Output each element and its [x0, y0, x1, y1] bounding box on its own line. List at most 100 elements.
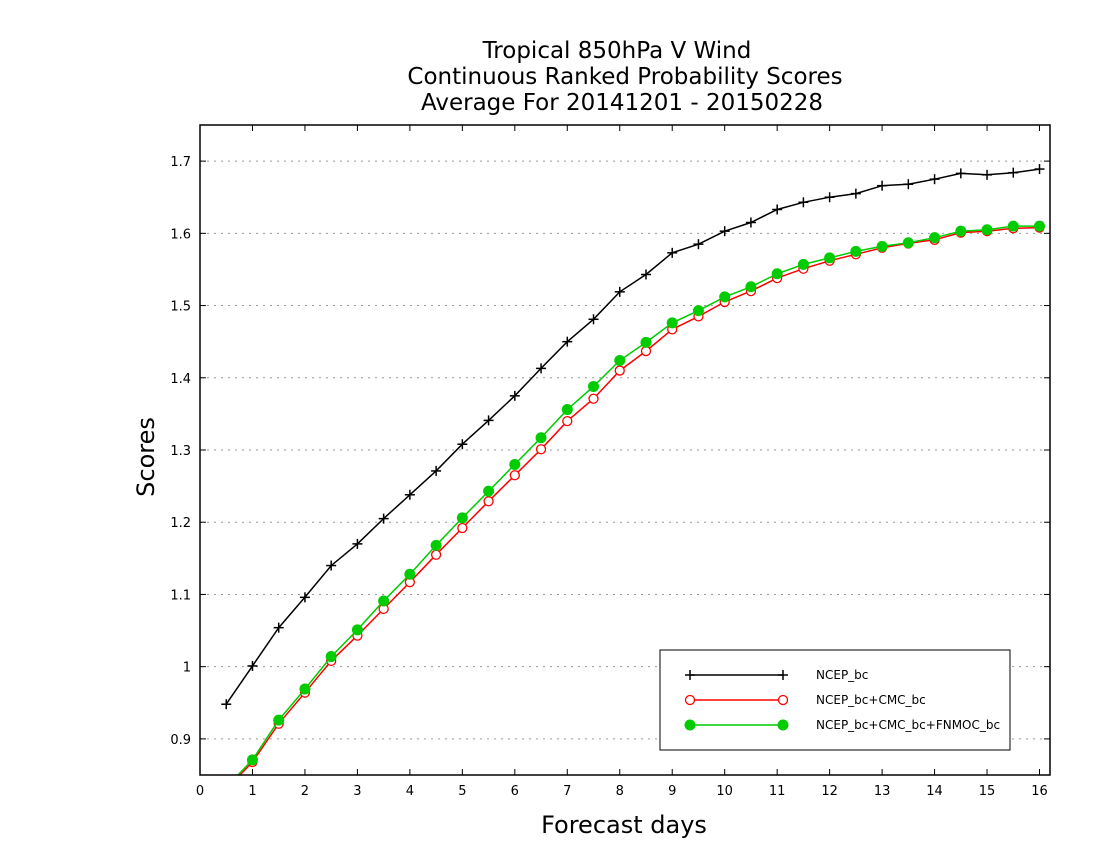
y-axis: 0.9 1 1.1 1.2 1.3 1.4 1.5 1.6 1.7 — [170, 155, 1050, 748]
title-line-1: Tropical 850hPa V Wind — [482, 38, 752, 64]
data-point — [745, 217, 756, 228]
data-point — [877, 180, 888, 191]
data-point — [509, 458, 521, 470]
data-point — [378, 513, 389, 524]
data-point — [588, 393, 599, 404]
data-point — [614, 286, 625, 297]
data-point — [777, 694, 789, 706]
data-point — [929, 232, 941, 244]
x-tick-label: 8 — [616, 784, 624, 799]
data-point — [903, 179, 914, 190]
legend: NCEP_bc NCEP_bc+CMC_bc NCEP_bc+CMC_bc+FNMO… — [659, 649, 1011, 751]
data-point — [247, 660, 258, 671]
data-point — [222, 785, 231, 794]
x-tick-label: 2 — [301, 784, 309, 799]
legend-label: NCEP_bc+CMC_bc — [816, 693, 926, 707]
data-point — [614, 354, 626, 366]
title-line-3: Average For 20141201 - 20150228 — [421, 90, 823, 116]
data-point — [221, 782, 231, 792]
data-point — [536, 363, 547, 374]
data-point — [955, 225, 967, 237]
data-point — [1034, 164, 1045, 175]
data-point — [299, 683, 311, 695]
x-tick-label: 4 — [406, 784, 414, 799]
data-point — [535, 432, 547, 444]
data-point — [1008, 167, 1019, 178]
data-point — [562, 336, 573, 347]
y-tick-label: 1.3 — [170, 444, 191, 459]
data-point — [431, 465, 442, 476]
data-point — [640, 345, 652, 357]
y-axis-label: Scores — [132, 417, 160, 497]
x-axis: 0 1 2 3 4 5 6 7 8 9 10 11 12 13 14 15 16 — [196, 125, 1048, 799]
data-point — [876, 240, 888, 252]
data-point — [797, 258, 809, 270]
data-point — [430, 549, 442, 560]
data-point — [772, 204, 783, 215]
data-point — [981, 224, 993, 236]
data-point — [588, 380, 600, 392]
y-tick-label: 1.6 — [170, 227, 191, 242]
x-tick-label: 9 — [668, 784, 676, 799]
data-point — [352, 538, 363, 549]
data-point — [692, 305, 704, 317]
legend-entry: NCEP_bc — [685, 668, 868, 682]
y-tick-label: 1.4 — [170, 372, 191, 387]
data-point — [351, 624, 363, 636]
title-line-2: Continuous Ranked Probability Scores — [407, 64, 842, 90]
data-point — [457, 522, 468, 534]
data-point — [902, 237, 914, 249]
x-tick-label: 5 — [458, 784, 466, 799]
y-tick-label: 1.7 — [170, 155, 191, 170]
legend-entry: NCEP_bc+CMC_bc — [684, 693, 926, 707]
data-point — [457, 439, 468, 450]
x-tick-label: 13 — [874, 784, 891, 799]
data-point — [483, 496, 494, 507]
data-point — [404, 489, 415, 500]
series-3 — [221, 220, 1046, 792]
x-tick-label: 11 — [769, 784, 786, 799]
data-point — [246, 754, 258, 766]
data-point — [778, 670, 788, 680]
data-point — [929, 174, 940, 185]
data-point — [483, 415, 494, 426]
data-point — [326, 560, 337, 571]
x-axis-label: Forecast days — [541, 811, 707, 839]
series-1 — [221, 164, 1045, 710]
data-point — [273, 622, 284, 633]
x-tick-label: 15 — [979, 784, 996, 799]
data-point — [562, 415, 573, 427]
y-tick-label: 1 — [183, 661, 191, 676]
y-tick-label: 1.5 — [170, 300, 191, 315]
data-point — [824, 252, 836, 264]
data-point — [273, 714, 285, 726]
data-point — [404, 568, 416, 580]
legend-entry: NCEP_bc+CMC_bc+FNMOC_bc — [684, 718, 1000, 732]
data-point — [685, 670, 695, 680]
x-tick-label: 0 — [196, 784, 204, 799]
data-point — [640, 336, 652, 348]
y-tick-label: 1.1 — [170, 588, 191, 603]
data-point — [771, 268, 783, 280]
data-point — [535, 444, 547, 455]
x-tick-label: 10 — [716, 784, 733, 799]
data-point — [850, 245, 862, 257]
data-point — [693, 239, 704, 250]
data-point — [430, 539, 442, 551]
series-line — [225, 168, 1040, 705]
y-tick-label: 1.2 — [170, 516, 191, 531]
data-point — [777, 719, 789, 731]
data-point — [719, 291, 731, 303]
data-point — [588, 314, 599, 325]
x-tick-label: 6 — [511, 784, 519, 799]
legend-label: NCEP_bc — [816, 668, 868, 682]
data-point — [684, 694, 696, 706]
data-point — [850, 188, 861, 199]
data-point — [561, 404, 573, 416]
data-point — [684, 719, 696, 731]
data-point — [824, 192, 835, 203]
data-point — [483, 485, 495, 497]
data-point — [1034, 220, 1046, 232]
data-point — [325, 651, 337, 663]
